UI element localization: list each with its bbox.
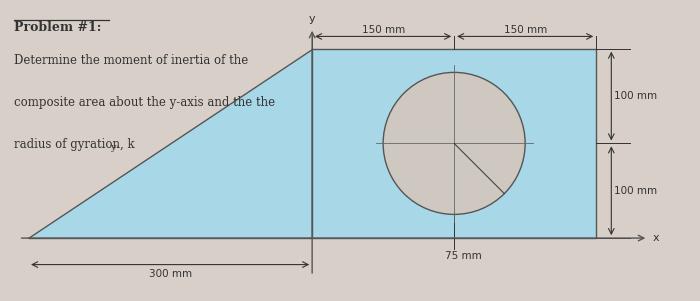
- Text: 75 mm: 75 mm: [445, 251, 482, 261]
- Text: .: .: [116, 138, 120, 151]
- Text: 150 mm: 150 mm: [503, 24, 547, 35]
- Text: radius of gyration, k: radius of gyration, k: [14, 138, 134, 151]
- Circle shape: [383, 73, 525, 214]
- Text: 300 mm: 300 mm: [148, 269, 192, 279]
- Text: 100 mm: 100 mm: [614, 186, 657, 196]
- Text: 150 mm: 150 mm: [361, 24, 405, 35]
- Polygon shape: [312, 49, 596, 238]
- Text: x: x: [653, 233, 659, 243]
- Text: y: y: [110, 143, 116, 152]
- Text: Problem #1:: Problem #1:: [14, 21, 101, 34]
- Text: y: y: [309, 14, 316, 24]
- Text: 100 mm: 100 mm: [614, 91, 657, 101]
- Text: composite area about the y-axis and the the: composite area about the y-axis and the …: [14, 96, 275, 109]
- Polygon shape: [28, 49, 312, 238]
- Text: Determine the moment of inertia of the: Determine the moment of inertia of the: [14, 54, 248, 67]
